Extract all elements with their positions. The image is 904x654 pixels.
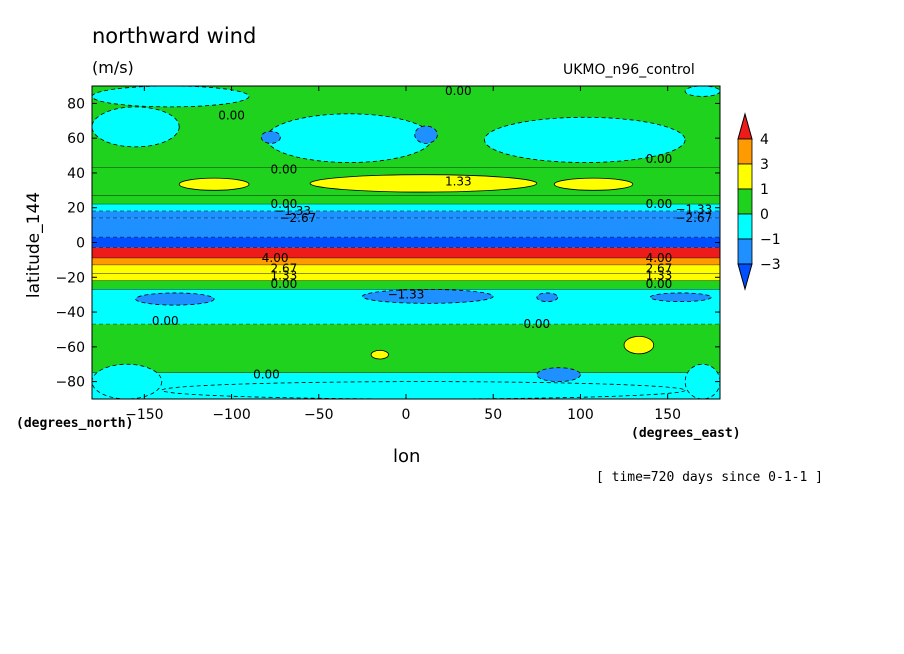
colorbar-segment: [737, 138, 753, 165]
y-tick-label: 60: [67, 131, 85, 147]
colorbar-cap-top: [737, 112, 753, 140]
x-tick-label: −100: [212, 407, 250, 423]
x-axis: −150 −100 −50 0 50 100 150: [125, 86, 681, 423]
field-patch: [649, 292, 712, 303]
zonal-band: [92, 211, 720, 219]
field-patch: [684, 363, 720, 399]
contour-label: −1.33: [388, 288, 425, 302]
field-patch: [266, 113, 433, 163]
colorbar-label: −3: [760, 257, 781, 273]
chart-title: northward wind: [92, 24, 257, 48]
field-patch: [309, 174, 538, 193]
field-patch: [361, 289, 494, 304]
contour-label: 0.00: [646, 152, 673, 166]
y-axis: 80 60 40 20 0 −20 −40 −60 −80: [55, 96, 720, 391]
chart-units: (m/s): [92, 58, 134, 77]
y-tick-label: 40: [67, 166, 85, 182]
contour-label: 4.00: [646, 251, 673, 265]
colorbar: 4 3 1 0 −1 −3: [737, 112, 781, 291]
y-tick-label: 20: [67, 201, 85, 217]
contour-label: 0.00: [523, 317, 550, 331]
zonal-band: [92, 324, 720, 373]
x-tick-label: 50: [484, 407, 502, 423]
field-patch: [684, 86, 720, 97]
field-patch: [553, 177, 634, 191]
y-tick-label: −20: [55, 270, 85, 286]
x-tick-label: 100: [567, 407, 594, 423]
y-tick-label: 0: [76, 236, 85, 252]
x-tick-label: 0: [402, 407, 411, 423]
zonal-band: [92, 258, 720, 266]
contour-label: 4.00: [262, 251, 289, 265]
y-tick-label: −60: [55, 340, 85, 356]
contour-label: 0.00: [218, 109, 245, 123]
colorbar-segment: [737, 213, 753, 240]
zonal-band: [92, 273, 720, 281]
run-label: UKMO_n96_control: [563, 62, 695, 78]
field-patch: [484, 116, 686, 163]
field-patch: [92, 106, 180, 148]
contour-label: 1.33: [445, 175, 472, 189]
field-patch: [414, 125, 438, 144]
y-tick-label: −40: [55, 305, 85, 321]
field-patch: [178, 177, 250, 191]
y-axis-units: (degrees_north): [16, 416, 134, 431]
field-patch: [161, 381, 686, 399]
zonal-band: [92, 237, 720, 248]
y-tick-label: 80: [67, 96, 85, 112]
colorbar-label: 1: [760, 182, 769, 198]
colorbar-label: −1: [760, 232, 781, 248]
contour-fields: [92, 86, 720, 399]
colorbar-segment: [737, 163, 753, 190]
field-patch: [92, 363, 163, 399]
zonal-band: [92, 280, 720, 290]
field-patch: [623, 335, 655, 355]
zonal-band: [92, 247, 720, 259]
colorbar-label: 4: [760, 132, 769, 148]
contour-label: −2.67: [675, 211, 712, 225]
contour-label: 0.00: [271, 197, 298, 211]
field-patch: [135, 292, 215, 306]
x-tick-label: 150: [654, 407, 681, 423]
zonal-band: [92, 204, 720, 212]
field-patch: [536, 367, 581, 383]
x-tick-label: −50: [304, 407, 334, 423]
contour-label: 0.00: [646, 277, 673, 291]
contour-label: 1.33: [646, 269, 673, 283]
contour-label: 0.00: [646, 197, 673, 211]
colorbar-cap-bottom: [737, 263, 753, 291]
field-patch: [260, 130, 281, 144]
time-note: [ time=720 days since 0-1-1 ]: [596, 470, 823, 485]
contour-label: −2.67: [279, 211, 316, 225]
contour-label: 2.67: [271, 262, 298, 276]
colorbar-segment: [737, 188, 753, 215]
x-axis-units: (degrees_east): [631, 426, 741, 441]
x-tick-label: −150: [125, 407, 163, 423]
field-patch: [92, 86, 250, 108]
contour-label: 0.00: [271, 162, 298, 176]
contour-label: 0.00: [253, 368, 280, 382]
contour-label: −1.33: [274, 204, 311, 218]
zonal-band: [92, 218, 720, 238]
contour-label: 0.00: [445, 84, 472, 98]
y-tick-label: −80: [55, 375, 85, 391]
field-patch: [536, 292, 559, 303]
colorbar-label: 3: [760, 157, 769, 173]
x-axis-label: lon: [393, 446, 421, 467]
contour-label: 0.00: [271, 277, 298, 291]
colorbar-label: 0: [760, 207, 769, 223]
colorbar-segment: [737, 238, 753, 265]
contour-label: 2.67: [646, 262, 673, 276]
contour-labels: 0.000.000.000.001.330.00−1.33−2.67 −2.67−…: [152, 84, 712, 382]
zonal-band: [92, 195, 720, 205]
contour-label: 0.00: [152, 314, 179, 328]
field-patch: [370, 349, 389, 360]
zonal-band: [92, 265, 720, 274]
contour-label: −1.33: [675, 202, 712, 216]
contour-label: 1.33: [271, 269, 298, 283]
